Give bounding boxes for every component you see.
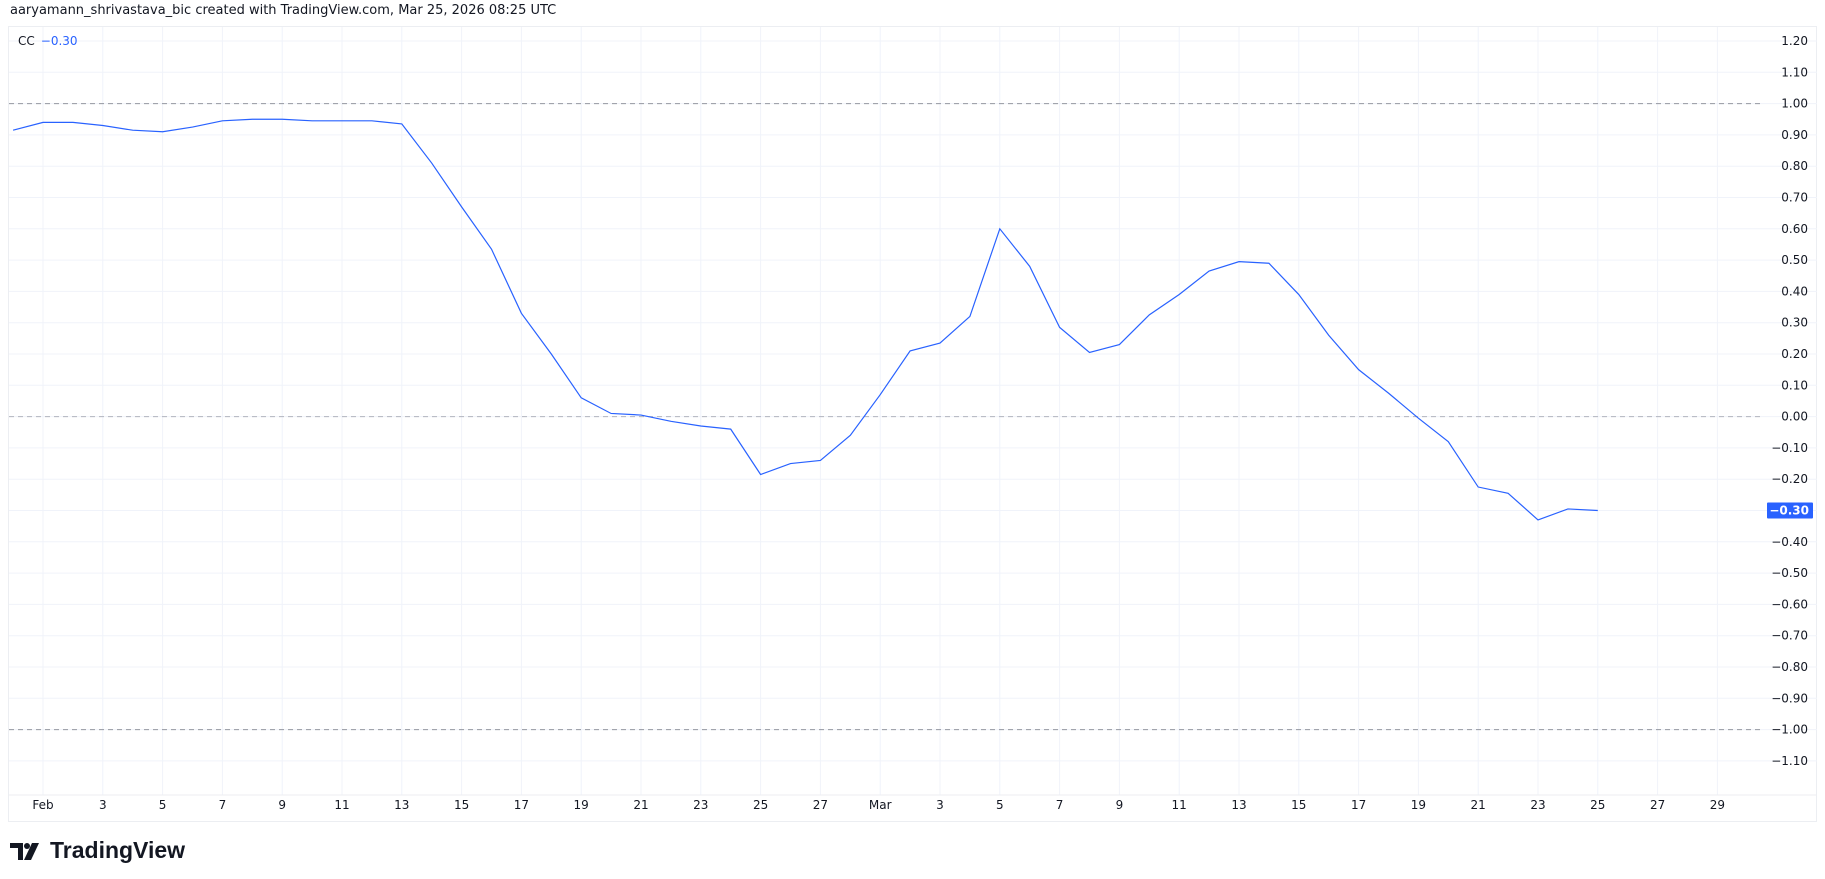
legend-value: −0.30	[40, 34, 78, 48]
y-tick-label: 0.80	[1781, 159, 1808, 173]
legend: CC −0.30	[18, 34, 78, 48]
tradingview-logo-icon	[10, 842, 39, 860]
y-tick-label: 0.10	[1781, 378, 1808, 392]
y-tick-label: −0.70	[1771, 629, 1808, 643]
y-tick-label: 1.10	[1781, 65, 1808, 79]
x-tick-label: 7	[219, 798, 227, 812]
cc-series-line	[12, 118, 1598, 521]
y-tick-label: 0.90	[1781, 128, 1808, 142]
x-tick-label: 5	[159, 798, 167, 812]
y-tick-label: 0.30	[1781, 316, 1808, 330]
tradingview-logo[interactable]: TradingView	[10, 837, 185, 864]
y-tick-label: 0.00	[1781, 410, 1808, 424]
chart-panel	[8, 26, 1817, 822]
x-tick-label: 5	[996, 798, 1004, 812]
y-tick-label: 0.40	[1781, 284, 1808, 298]
y-tick-label: 0.70	[1781, 191, 1808, 205]
y-tick-label: −0.40	[1771, 535, 1808, 549]
legend-symbol: CC	[18, 34, 35, 48]
y-tick-label: 0.60	[1781, 222, 1808, 236]
last-value-label: −0.30	[1769, 504, 1809, 518]
x-tick-label: 27	[813, 798, 828, 812]
x-tick-label: Feb	[32, 798, 53, 812]
x-tick-label: Mar	[869, 798, 892, 812]
y-tick-label: 0.20	[1781, 347, 1808, 361]
x-tick-label: 15	[1291, 798, 1306, 812]
x-tick-label: 25	[1590, 798, 1605, 812]
x-tick-label: 21	[1471, 798, 1486, 812]
y-tick-label: −0.90	[1771, 691, 1808, 705]
x-tick-label: 21	[633, 798, 648, 812]
x-tick-label: 11	[334, 798, 349, 812]
x-tick-label: 19	[574, 798, 589, 812]
x-tick-label: 19	[1411, 798, 1426, 812]
last-value-badge	[1767, 502, 1813, 519]
y-tick-label: −0.60	[1771, 597, 1808, 611]
logo-text: TradingView	[50, 837, 186, 863]
x-tick-label: 13	[1231, 798, 1246, 812]
x-tick-label: 23	[1530, 798, 1545, 812]
x-tick-label: 17	[1351, 798, 1366, 812]
y-tick-label: 0.50	[1781, 253, 1808, 267]
y-tick-label: −0.50	[1771, 566, 1808, 580]
y-tick-label: 1.00	[1781, 97, 1808, 111]
x-tick-label: 29	[1710, 798, 1725, 812]
y-tick-label: 1.20	[1781, 34, 1808, 48]
x-tick-label: 9	[278, 798, 286, 812]
x-tick-label: 15	[454, 798, 469, 812]
y-tick-label: −1.10	[1771, 754, 1808, 768]
x-tick-label: 13	[394, 798, 409, 812]
y-tick-label: −1.00	[1771, 723, 1808, 737]
x-tick-label: 3	[936, 798, 944, 812]
x-tick-label: 17	[514, 798, 529, 812]
x-tick-label: 23	[693, 798, 708, 812]
x-tick-label: 27	[1650, 798, 1665, 812]
y-tick-label: −0.10	[1771, 441, 1808, 455]
x-tick-label: 9	[1116, 798, 1124, 812]
x-tick-label: 11	[1172, 798, 1187, 812]
y-tick-label: −0.20	[1771, 472, 1808, 486]
x-tick-label: 25	[753, 798, 768, 812]
x-tick-label: 3	[99, 798, 107, 812]
y-tick-label: −0.80	[1771, 660, 1808, 674]
attribution-header: aaryamann_shrivastava_bic created with T…	[10, 3, 557, 18]
x-tick-label: 7	[1056, 798, 1064, 812]
